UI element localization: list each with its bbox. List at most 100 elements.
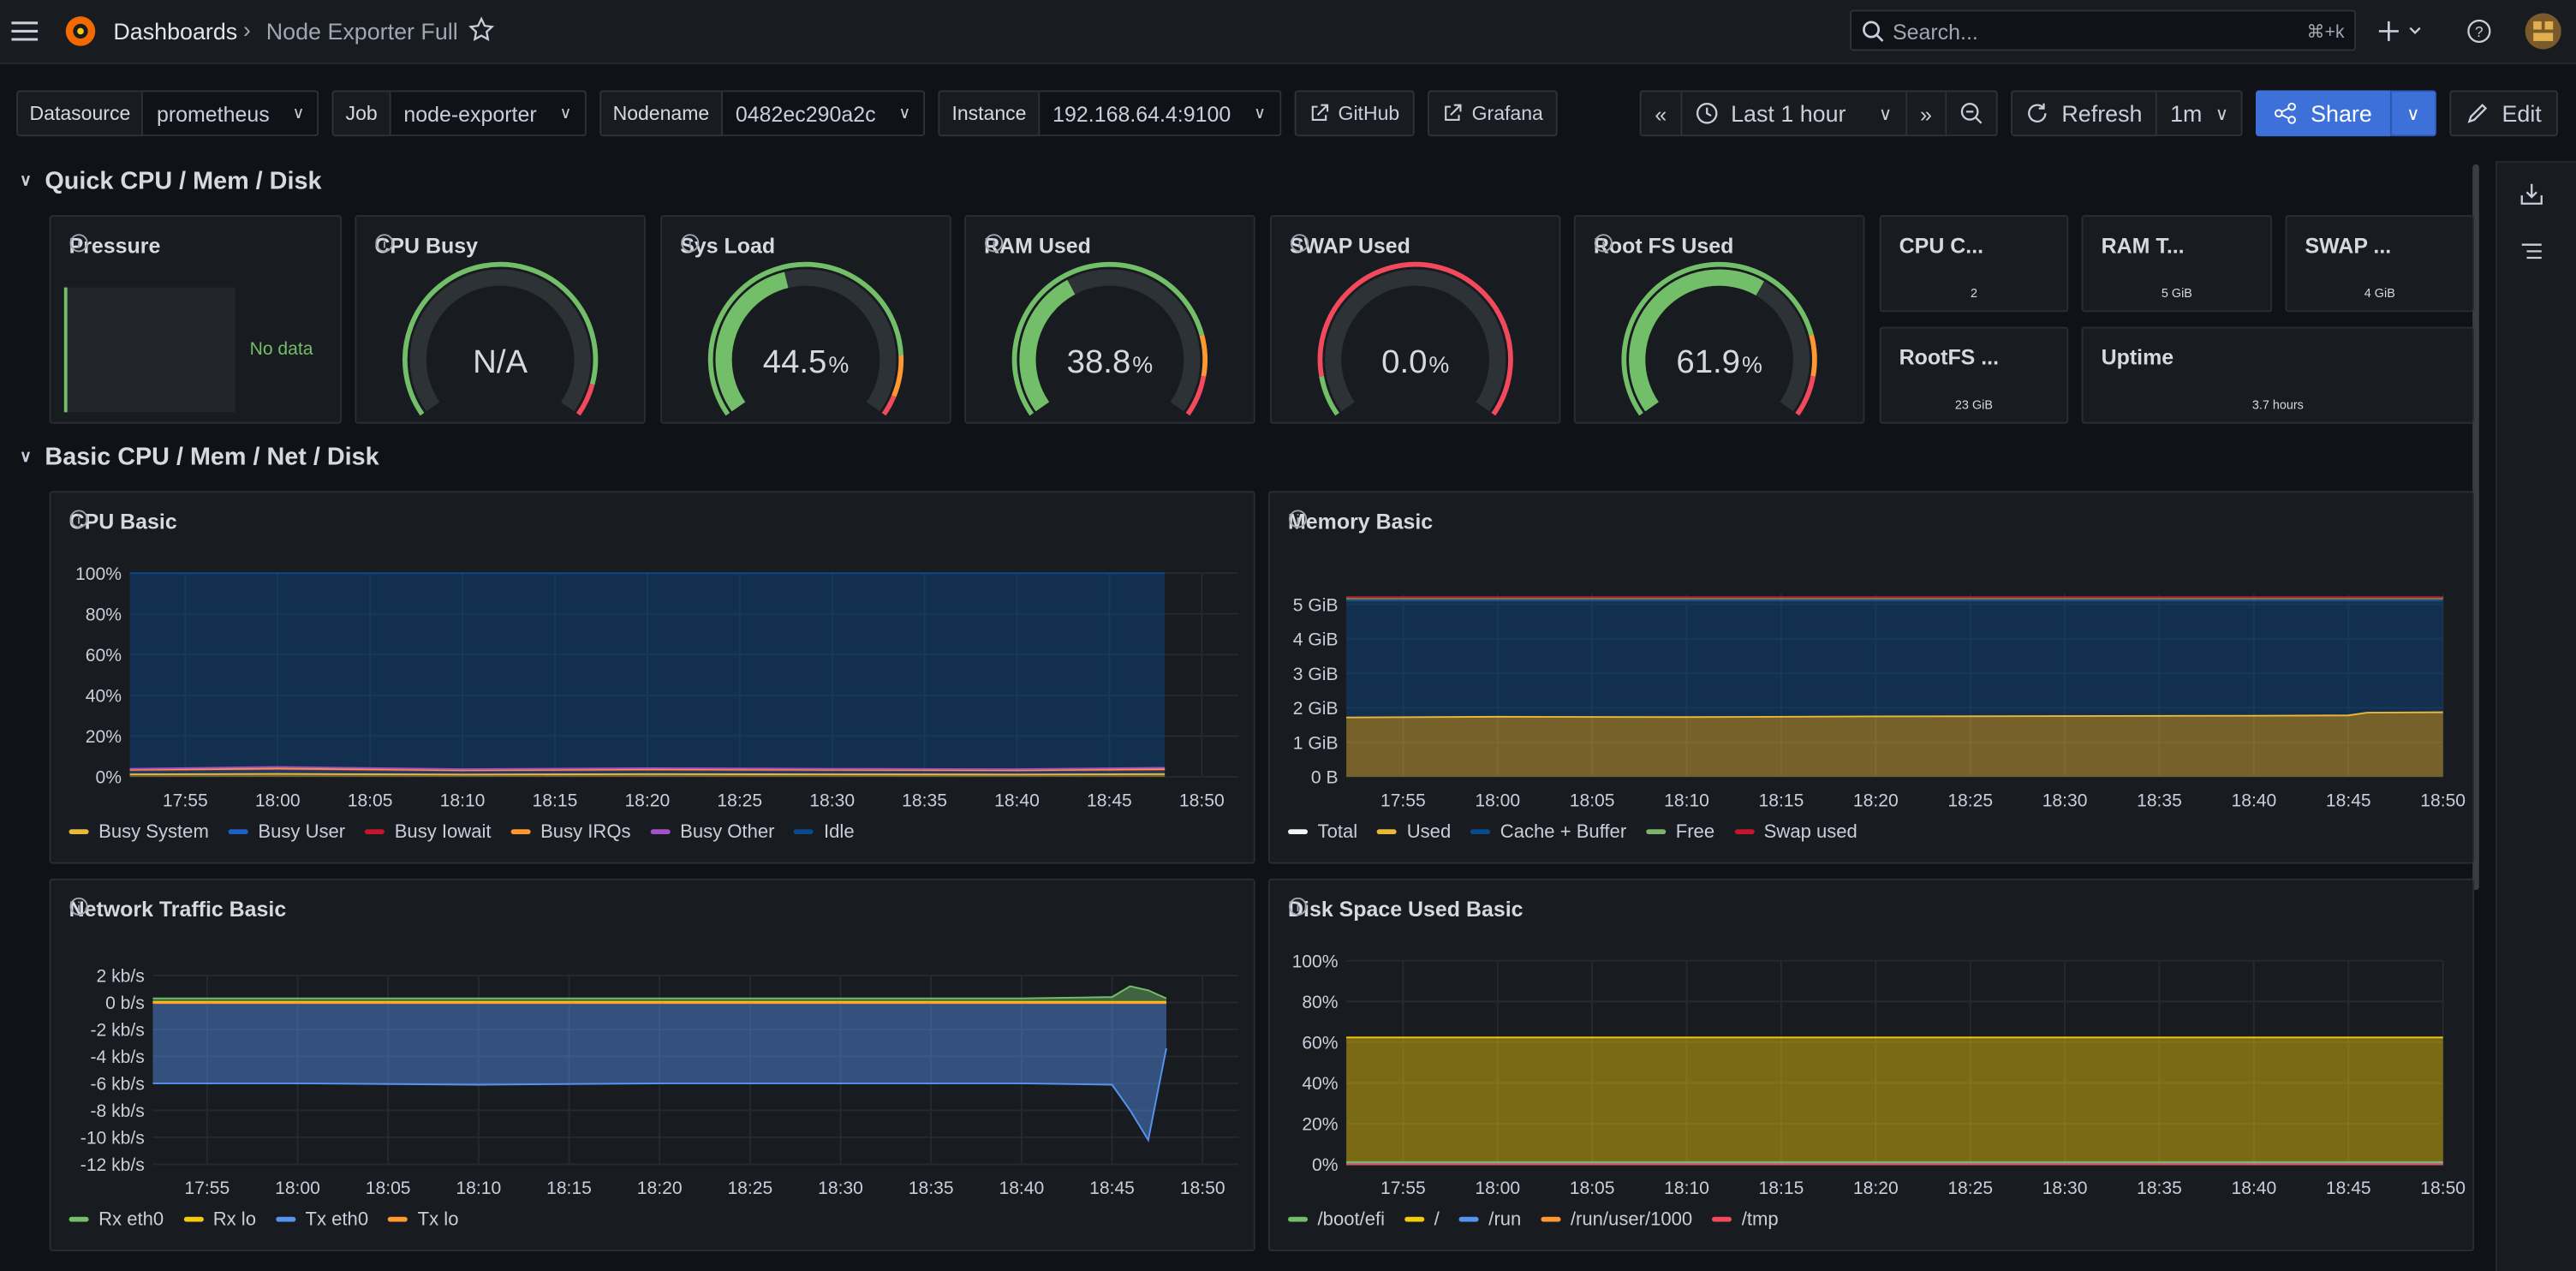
legend-item[interactable]: /run/user/1000 bbox=[1541, 1210, 1692, 1230]
time-picker[interactable]: Last 1 hour ∨ bbox=[1681, 90, 1907, 137]
legend-swatch bbox=[1646, 830, 1667, 835]
refresh-interval[interactable]: 1m ∨ bbox=[2156, 90, 2244, 137]
x-tick-label: 18:05 bbox=[1570, 791, 1615, 810]
avatar[interactable] bbox=[2525, 13, 2561, 50]
variable-value[interactable]: prometheus ∨ bbox=[143, 90, 319, 137]
legend-item[interactable]: Tx eth0 bbox=[275, 1210, 368, 1230]
share-menu[interactable]: ∨ bbox=[2389, 90, 2436, 137]
legend-item[interactable]: Busy IRQs bbox=[510, 823, 631, 843]
variable[interactable]: Instance 192.168.64.4:9100 ∨ bbox=[939, 90, 1281, 137]
breadcrumb[interactable]: Dashboards bbox=[113, 18, 238, 45]
info-icon[interactable] bbox=[69, 509, 89, 528]
icon-path bbox=[1310, 104, 1328, 122]
info-icon[interactable] bbox=[680, 233, 700, 253]
legend-label: Total bbox=[1317, 822, 1358, 843]
legend-item[interactable]: Busy User bbox=[228, 823, 345, 843]
variable-label: Instance bbox=[939, 90, 1040, 137]
variable-value[interactable]: 192.168.64.4:9100 ∨ bbox=[1039, 90, 1281, 137]
panel-header: CPU Busy bbox=[374, 233, 478, 258]
x-tick-label: 18:30 bbox=[2042, 1179, 2088, 1198]
threshold-band bbox=[881, 395, 897, 416]
legend-item[interactable]: /tmp bbox=[1712, 1210, 1779, 1230]
panel-header: Network Traffic Basic bbox=[69, 897, 287, 922]
grafana-logo[interactable] bbox=[63, 13, 98, 49]
star-icon[interactable] bbox=[468, 16, 495, 43]
variable-value[interactable]: 0482ec290a2c ∨ bbox=[722, 90, 926, 137]
x-tick-label: 18:15 bbox=[1759, 1179, 1804, 1198]
info-icon[interactable] bbox=[1290, 233, 1309, 253]
x-tick-label: 18:10 bbox=[456, 1179, 501, 1198]
x-tick-label: 18:30 bbox=[809, 791, 855, 810]
gauge-unit: % bbox=[1132, 352, 1153, 378]
x-tick-label: 18:45 bbox=[1087, 791, 1132, 810]
variable-value-text: node-exporter bbox=[403, 100, 537, 126]
legend: Rx eth0 Rx lo Tx eth0 Tx lo bbox=[69, 1210, 458, 1230]
info-icon[interactable] bbox=[1288, 897, 1308, 916]
panel-title: CPU C... bbox=[1899, 233, 1984, 259]
legend-item[interactable]: Rx eth0 bbox=[69, 1210, 164, 1230]
variable-value[interactable]: node-exporter ∨ bbox=[391, 90, 587, 137]
chevron: ∨ bbox=[292, 104, 305, 122]
legend-item[interactable]: Cache + Buffer bbox=[1470, 823, 1626, 843]
info-icon[interactable] bbox=[1288, 509, 1308, 528]
legend-item[interactable]: Busy Other bbox=[650, 822, 775, 843]
legend: Total Used Cache + Buffer Free Swap used bbox=[1288, 823, 1857, 843]
time-back[interactable]: « bbox=[1640, 90, 1682, 137]
x-tick-label: 17:55 bbox=[184, 1179, 230, 1198]
help-icon[interactable]: ? bbox=[2466, 18, 2493, 45]
panel-title: Root FS Used bbox=[1593, 233, 1734, 259]
info-icon[interactable] bbox=[984, 233, 1004, 253]
link-button[interactable]: GitHub bbox=[1293, 90, 1415, 137]
variable[interactable]: Job node-exporter ∨ bbox=[332, 90, 587, 137]
stat-panel: Uptime 3.7 hours bbox=[2081, 326, 2475, 424]
info-icon[interactable] bbox=[1594, 233, 1613, 253]
legend-item[interactable]: Used bbox=[1377, 823, 1451, 843]
legend-item[interactable]: /run bbox=[1458, 1210, 1521, 1230]
export-icon[interactable] bbox=[2519, 181, 2545, 207]
x-tick-label: 18:45 bbox=[2326, 1179, 2371, 1198]
share-button[interactable]: Share bbox=[2256, 90, 2390, 137]
search-box[interactable]: Search... ⌘+k bbox=[1850, 9, 2356, 51]
legend-swatch bbox=[275, 1217, 296, 1223]
legend-item[interactable]: Idle bbox=[794, 823, 855, 843]
legend-item[interactable]: Tx lo bbox=[388, 1210, 458, 1230]
series-line bbox=[129, 767, 1166, 772]
menu-icon[interactable] bbox=[10, 18, 40, 45]
legend-item[interactable]: Busy System bbox=[69, 823, 209, 843]
y-tick-label: 5 GiB bbox=[1293, 595, 1339, 615]
y-tick-label: 0% bbox=[95, 768, 121, 788]
variable[interactable]: Nodename 0482ec290a2c ∨ bbox=[599, 90, 926, 137]
row-header[interactable]: ∨ Quick CPU / Mem / Disk bbox=[20, 167, 322, 196]
outline-icon[interactable] bbox=[2519, 238, 2545, 265]
legend-item[interactable]: Total bbox=[1288, 823, 1357, 843]
row-header[interactable]: ∨ Basic CPU / Mem / Net / Disk bbox=[20, 443, 379, 472]
legend-item[interactable]: Swap used bbox=[1734, 823, 1857, 843]
gauge-value-arc bbox=[715, 272, 789, 412]
legend-item[interactable]: / bbox=[1404, 1210, 1440, 1230]
scrollbar[interactable] bbox=[2472, 164, 2479, 891]
refresh-button[interactable]: Refresh bbox=[2010, 90, 2157, 137]
legend-item[interactable]: Rx lo bbox=[183, 1210, 256, 1230]
info-icon[interactable] bbox=[374, 233, 394, 253]
x-tick-label: 18:25 bbox=[727, 1179, 772, 1198]
breadcrumb[interactable]: Node Exporter Full bbox=[265, 18, 458, 45]
legend-item[interactable]: Free bbox=[1646, 823, 1714, 843]
variable-value-text: 0482ec290a2c bbox=[735, 100, 876, 126]
edit-button[interactable]: Edit bbox=[2449, 90, 2558, 137]
legend-item[interactable]: /boot/efi bbox=[1288, 1210, 1385, 1230]
y-tick-label: 0 B bbox=[1311, 768, 1339, 788]
legend-label: Busy Other bbox=[680, 822, 775, 843]
legend-label: Used bbox=[1406, 822, 1452, 843]
zoom-out[interactable] bbox=[1947, 90, 1998, 137]
time-forward[interactable]: » bbox=[1906, 90, 1947, 137]
link-button[interactable]: Grafana bbox=[1427, 90, 1559, 137]
gauge-panel: Sys Load 44.5% bbox=[660, 215, 951, 424]
info-icon[interactable] bbox=[69, 233, 89, 253]
info-icon[interactable] bbox=[69, 897, 89, 916]
legend-item[interactable]: Busy Iowait bbox=[365, 823, 492, 843]
new-menu[interactable] bbox=[2376, 18, 2428, 45]
stat-value: 23 GiB bbox=[1881, 397, 2067, 412]
variable[interactable]: Datasource prometheus ∨ bbox=[16, 90, 319, 137]
y-tick-label: 4 GiB bbox=[1293, 630, 1339, 650]
